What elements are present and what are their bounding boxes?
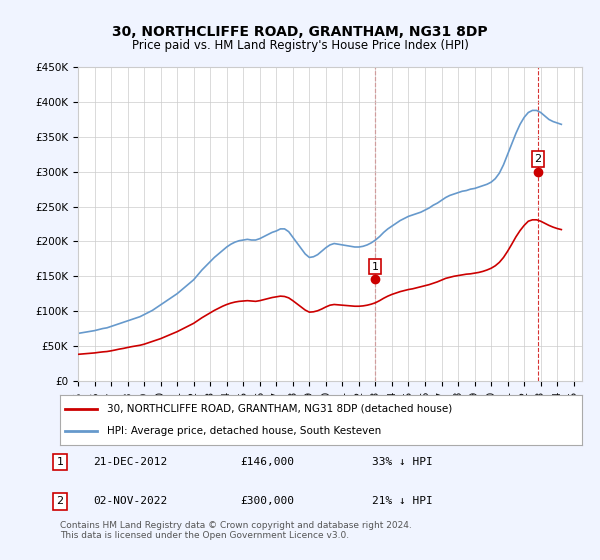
Text: £300,000: £300,000 (240, 496, 294, 506)
Text: 21% ↓ HPI: 21% ↓ HPI (372, 496, 433, 506)
Text: 1: 1 (56, 457, 64, 467)
Text: 21-DEC-2012: 21-DEC-2012 (93, 457, 167, 467)
Text: 30, NORTHCLIFFE ROAD, GRANTHAM, NG31 8DP: 30, NORTHCLIFFE ROAD, GRANTHAM, NG31 8DP (112, 25, 488, 39)
Text: 30, NORTHCLIFFE ROAD, GRANTHAM, NG31 8DP (detached house): 30, NORTHCLIFFE ROAD, GRANTHAM, NG31 8DP… (107, 404, 452, 414)
Text: 02-NOV-2022: 02-NOV-2022 (93, 496, 167, 506)
Text: 33% ↓ HPI: 33% ↓ HPI (372, 457, 433, 467)
Text: 2: 2 (535, 154, 542, 164)
Text: Contains HM Land Registry data © Crown copyright and database right 2024.
This d: Contains HM Land Registry data © Crown c… (60, 521, 412, 540)
Text: 2: 2 (56, 496, 64, 506)
Text: HPI: Average price, detached house, South Kesteven: HPI: Average price, detached house, Sout… (107, 426, 381, 436)
Text: £146,000: £146,000 (240, 457, 294, 467)
Text: 1: 1 (371, 262, 379, 272)
Text: Price paid vs. HM Land Registry's House Price Index (HPI): Price paid vs. HM Land Registry's House … (131, 39, 469, 52)
